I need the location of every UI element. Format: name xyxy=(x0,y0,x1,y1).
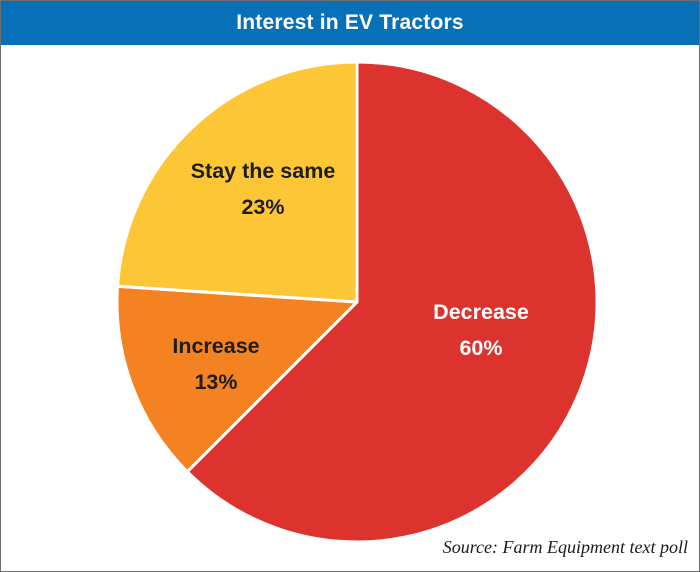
source-credit: Source: Farm Equipment text poll xyxy=(442,537,688,557)
pie-slice-stay-the-same xyxy=(116,60,359,304)
chart-title: Interest in EV Tractors xyxy=(236,11,464,34)
pie-slice-decrease xyxy=(185,60,599,544)
pie-slice-increase xyxy=(115,284,359,474)
chart-title-bar: Interest in EV Tractors xyxy=(1,1,699,45)
